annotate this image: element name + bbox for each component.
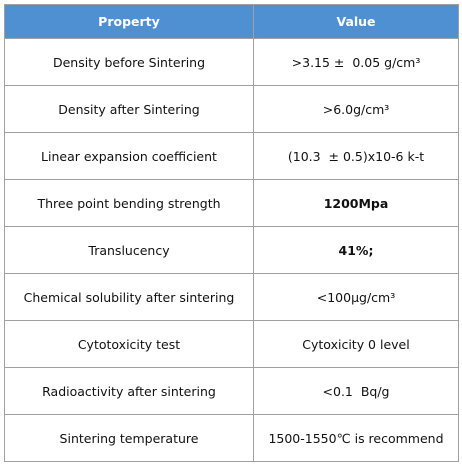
value-cell: <100μg/cm³ bbox=[253, 273, 459, 321]
property-cell: Sintering temperature bbox=[4, 414, 254, 462]
value-cell: >6.0g/cm³ bbox=[253, 85, 459, 133]
value-cell: 1200Mpa bbox=[253, 179, 459, 227]
table-row: Density before Sintering >3.15 ± 0.05 g/c… bbox=[4, 38, 459, 86]
property-cell: Density before Sintering bbox=[4, 38, 254, 86]
value-cell: <0.1 Bq/g bbox=[253, 367, 459, 415]
table-body: Density before Sintering >3.15 ± 0.05 g/c… bbox=[4, 38, 459, 462]
property-cell: Linear expansion coefficient bbox=[4, 132, 254, 180]
property-cell: Three point bending strength bbox=[4, 179, 254, 227]
property-table: Property Value Density before Sintering >… bbox=[4, 4, 459, 462]
header-row: Property Value bbox=[4, 4, 459, 39]
table-row: Chemical solubility after sintering <100μ… bbox=[4, 273, 459, 321]
property-cell: Radioactivity after sintering bbox=[4, 367, 254, 415]
property-cell: Cytotoxicity test bbox=[4, 320, 254, 368]
header-cell: Value bbox=[253, 4, 459, 39]
value-cell: 1500-1550℃ is recommend bbox=[253, 414, 459, 462]
property-cell: Chemical solubility after sintering bbox=[4, 273, 254, 321]
table-row: Radioactivity after sintering <0.1 Bq/g bbox=[4, 367, 459, 415]
property-cell: Density after Sintering bbox=[4, 85, 254, 133]
header-cell: Property bbox=[4, 4, 254, 39]
value-cell: Cytoxicity 0 level bbox=[253, 320, 459, 368]
table-row: Sintering temperature 1500-1550℃ is recom… bbox=[4, 414, 459, 462]
table-row: Three point bending strength 1200Mpa bbox=[4, 179, 459, 227]
table-row: Linear expansion coefficient (10.3 ± 0.5)… bbox=[4, 132, 459, 180]
value-cell: (10.3 ± 0.5)x10-6 k-t bbox=[253, 132, 459, 180]
table-row: Density after Sintering >6.0g/cm³ bbox=[4, 85, 459, 133]
value-cell: >3.15 ± 0.05 g/cm³ bbox=[253, 38, 459, 86]
value-cell: 41%; bbox=[253, 226, 459, 274]
property-cell: Translucency bbox=[4, 226, 254, 274]
table-row: Cytotoxicity test Cytoxicity 0 level bbox=[4, 320, 459, 368]
table-row: Translucency 41%; bbox=[4, 226, 459, 274]
